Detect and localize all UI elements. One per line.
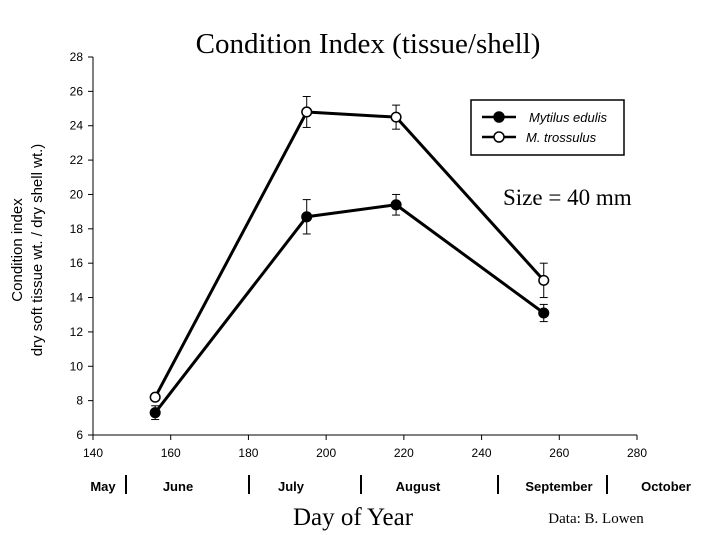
y-tick-label: 14 xyxy=(70,291,84,305)
series-line-mytilus-edulis xyxy=(153,203,545,414)
x-tick-label: 160 xyxy=(161,446,181,460)
x-tick-label: 280 xyxy=(627,446,647,460)
x-tick-label: 260 xyxy=(549,446,569,460)
y-tick-label: 16 xyxy=(70,256,84,270)
y-axis-label-line-1: Condition index xyxy=(9,198,26,302)
data-point xyxy=(149,391,161,403)
data-credit: Data: B. Lowen xyxy=(548,511,644,527)
data-point xyxy=(149,407,161,419)
month-label: June xyxy=(163,479,193,494)
month-label: July xyxy=(278,479,305,494)
month-label: August xyxy=(396,479,441,494)
x-tick-label: 180 xyxy=(238,446,258,460)
month-label: May xyxy=(90,479,116,494)
y-tick-label: 26 xyxy=(70,84,84,98)
data-point xyxy=(538,274,550,286)
month-row: May June July August September October xyxy=(90,475,691,494)
y-axis-label-line-2: dry soft tissue wt. / dry shell wt.) xyxy=(29,144,46,357)
legend-marker-open xyxy=(493,131,505,143)
month-label: September xyxy=(525,479,592,494)
legend-box xyxy=(470,99,625,156)
legend-marker-filled xyxy=(493,111,505,123)
x-tick-label: 140 xyxy=(83,446,103,460)
series-line-m-trossulus xyxy=(153,110,545,398)
legend-label-mytilus-edulis: Mytilus edulis xyxy=(529,110,608,125)
data-point xyxy=(390,111,402,123)
y-tick-label: 28 xyxy=(70,50,84,64)
x-tick-label: 200 xyxy=(316,446,336,460)
data-point xyxy=(301,211,313,223)
y-tick-label: 8 xyxy=(76,394,83,408)
data-point xyxy=(390,199,402,211)
x-axis-label: Day of Year xyxy=(293,504,414,531)
data-point xyxy=(538,307,550,319)
y-tick-label: 10 xyxy=(70,359,84,373)
data-point xyxy=(301,106,313,118)
month-label: October xyxy=(641,479,691,494)
legend: Mytilus edulis M. trossulus xyxy=(470,99,625,156)
y-tick-label: 6 xyxy=(76,428,83,442)
y-tick-label: 12 xyxy=(70,325,84,339)
size-annotation: Size = 40 mm xyxy=(503,185,632,210)
x-tick-label: 240 xyxy=(472,446,492,460)
chart-title: Condition Index (tissue/shell) xyxy=(196,28,541,60)
y-tick-label: 20 xyxy=(70,187,84,201)
y-tick-label: 24 xyxy=(70,119,84,133)
y-tick-label: 18 xyxy=(70,222,84,236)
y-tick-label: 22 xyxy=(70,153,84,167)
x-tick-label: 220 xyxy=(394,446,414,460)
plot-area: 6 8 10 12 14 16 18 20 22 24 26 28 140 160 180 200 220 240… xyxy=(70,50,648,460)
legend-label-m-trossulus: M. trossulus xyxy=(526,130,597,145)
